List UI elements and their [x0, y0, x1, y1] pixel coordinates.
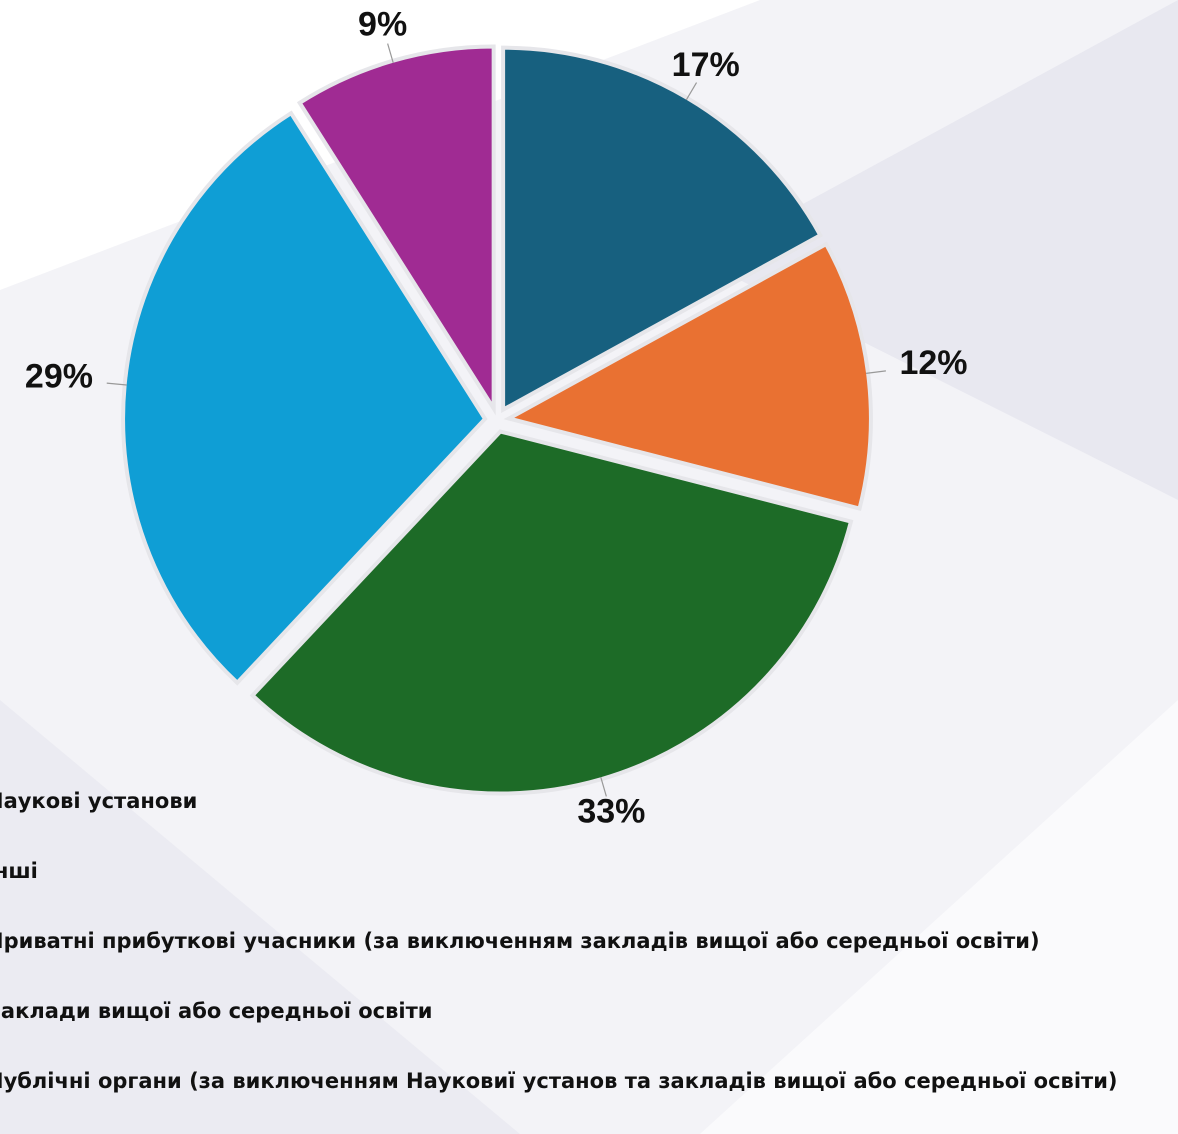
- leader-line: [865, 370, 886, 374]
- legend-entry: Заклади вищої або середньої освіти: [0, 999, 433, 1023]
- background-shape: [700, 700, 1178, 1134]
- background-shape: [700, 0, 1178, 500]
- legend-entry: Приватні прибуткові учасники (за виключе…: [0, 929, 1040, 953]
- leader-line: [600, 777, 607, 797]
- data-label: 17%: [672, 46, 740, 84]
- data-label: 33%: [577, 793, 645, 831]
- leader-line: [106, 382, 127, 386]
- leader-line: [387, 43, 394, 63]
- data-label: 12%: [899, 344, 967, 382]
- background-shape: [0, 700, 520, 1134]
- data-label: 9%: [358, 5, 407, 43]
- legend-entry: Публічні органи (за виключенням Науковиї…: [0, 1069, 1118, 1093]
- legend-entry: Інші: [0, 859, 38, 883]
- leader-line: [685, 82, 698, 101]
- legend-entry: Наукові установи: [0, 789, 198, 813]
- data-label: 29%: [25, 358, 93, 396]
